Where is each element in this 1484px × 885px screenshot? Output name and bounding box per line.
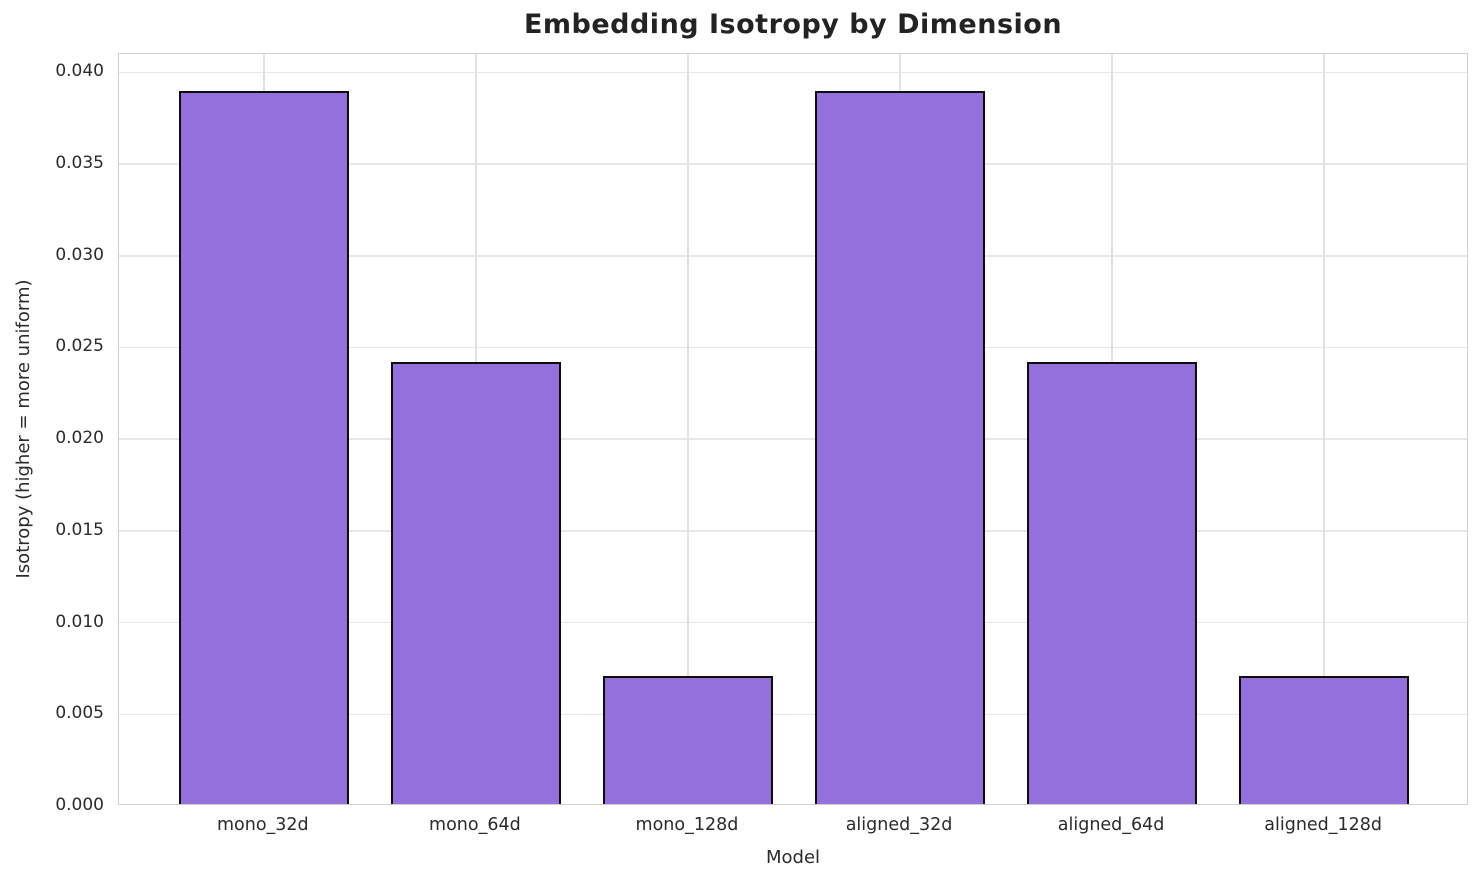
y-tick-label: 0.025 xyxy=(55,336,104,357)
h-gridline-0.035 xyxy=(119,163,1467,165)
h-gridline-0.025 xyxy=(119,346,1467,349)
x-tick-label-aligned_64d: aligned_64d xyxy=(1057,815,1165,835)
x-axis-label: Model xyxy=(765,847,821,868)
bar-mono_64d xyxy=(391,362,561,804)
y-tick-label: 0.030 xyxy=(55,244,104,265)
x-tick-label-mono_128d: mono_128d xyxy=(635,815,739,835)
h-gridline-0.040 xyxy=(119,71,1467,74)
v-gridline-aligned_128d xyxy=(1323,54,1325,804)
h-gridline-0.030 xyxy=(119,255,1467,257)
h-gridline-0.020 xyxy=(119,438,1467,440)
y-tick-label: 0.000 xyxy=(55,795,104,815)
bar-aligned_32d xyxy=(815,90,985,804)
h-gridline-0.015 xyxy=(119,530,1467,532)
v-gridline-mono_128d xyxy=(687,54,689,804)
bar-mono_32d xyxy=(179,90,349,804)
y-tick-label: 0.005 xyxy=(55,703,104,724)
bar-aligned_64d xyxy=(1027,362,1197,804)
h-gridline-0.005 xyxy=(119,713,1467,716)
plot-area xyxy=(118,53,1468,805)
x-tick-label-aligned_128d: aligned_128d xyxy=(1264,815,1383,835)
bar-mono_128d xyxy=(603,675,773,804)
y-tick-label: 0.035 xyxy=(55,153,104,174)
x-tick-label-mono_64d: mono_64d xyxy=(429,815,521,835)
bar-aligned_128d xyxy=(1239,675,1409,804)
y-tick-label: 0.010 xyxy=(55,611,104,632)
y-tick-label: 0.040 xyxy=(55,61,104,82)
y-tick-label: 0.015 xyxy=(55,519,104,540)
chart-title: Embedding Isotropy by Dimension xyxy=(523,9,1063,40)
y-tick-label: 0.020 xyxy=(55,428,104,449)
x-tick-label-mono_32d: mono_32d xyxy=(216,815,309,835)
h-gridline-0.010 xyxy=(119,621,1467,624)
x-tick-label-aligned_32d: aligned_32d xyxy=(845,815,953,835)
